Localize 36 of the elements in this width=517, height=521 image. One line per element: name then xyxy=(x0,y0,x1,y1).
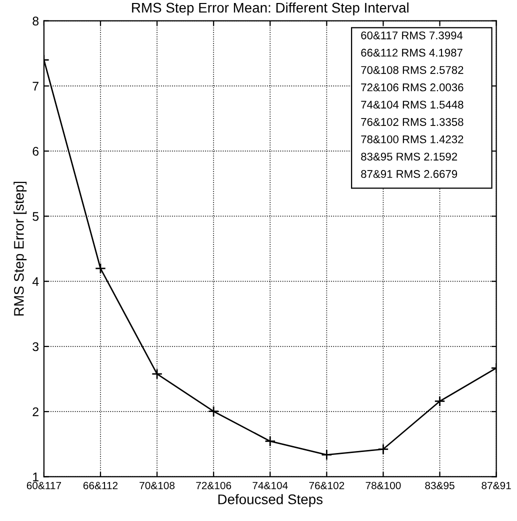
point xyxy=(321,449,332,460)
y-tick-label: 4 xyxy=(32,277,39,286)
x-tick-label: 74&104 xyxy=(252,482,288,490)
point xyxy=(94,262,106,274)
x-tick-label: 78&100 xyxy=(366,482,401,490)
x-axis-title: Defoucsed Steps xyxy=(218,494,323,508)
x-tick-label: 66&112 xyxy=(83,482,118,490)
x-tick-label: 70&108 xyxy=(140,482,175,490)
point xyxy=(151,368,163,380)
annotation: 60&117 RMS 7.3994 xyxy=(361,31,463,40)
point xyxy=(434,396,446,407)
y-tick-label: 2 xyxy=(32,407,38,416)
annotation: 87&91 RMS 2.6679 xyxy=(361,170,458,178)
point xyxy=(264,436,276,447)
x-tick-label: 72&106 xyxy=(196,482,232,490)
y-axis-title: RMS Step Error [step] xyxy=(14,182,27,316)
y-tick-label: 1 xyxy=(33,472,38,482)
annotation: 72&106 RMS 2.0036 xyxy=(361,83,464,92)
annotation: 76&102 RMS 1.3358 xyxy=(361,118,464,126)
chart-title: RMS Step Error Mean: Different Step Interval xyxy=(132,2,408,16)
x-tick-label: 76&102 xyxy=(309,482,344,490)
y-tick-label: 6 xyxy=(32,146,39,156)
annotation: 78&100 RMS 1.4232 xyxy=(361,135,464,144)
y-tick-label: 7 xyxy=(32,82,38,90)
point xyxy=(378,444,389,455)
y-tick-label: 5 xyxy=(32,212,39,221)
x-tick-label: 60&117 xyxy=(26,482,61,490)
y-tick-label: 3 xyxy=(32,342,39,352)
y-tick-label: 8 xyxy=(32,16,39,26)
annotation: 74&104 RMS 1.5448 xyxy=(361,100,464,109)
annotation: 83&95 RMS 2.1592 xyxy=(361,152,458,161)
x-tick-label: 87&91 xyxy=(482,482,511,490)
annotation: 70&108 RMS 2.5782 xyxy=(361,66,464,74)
annotation: 66&112 RMS 4.1987 xyxy=(361,48,462,57)
x-tick-label: 83&95 xyxy=(425,482,454,490)
point xyxy=(208,406,220,417)
